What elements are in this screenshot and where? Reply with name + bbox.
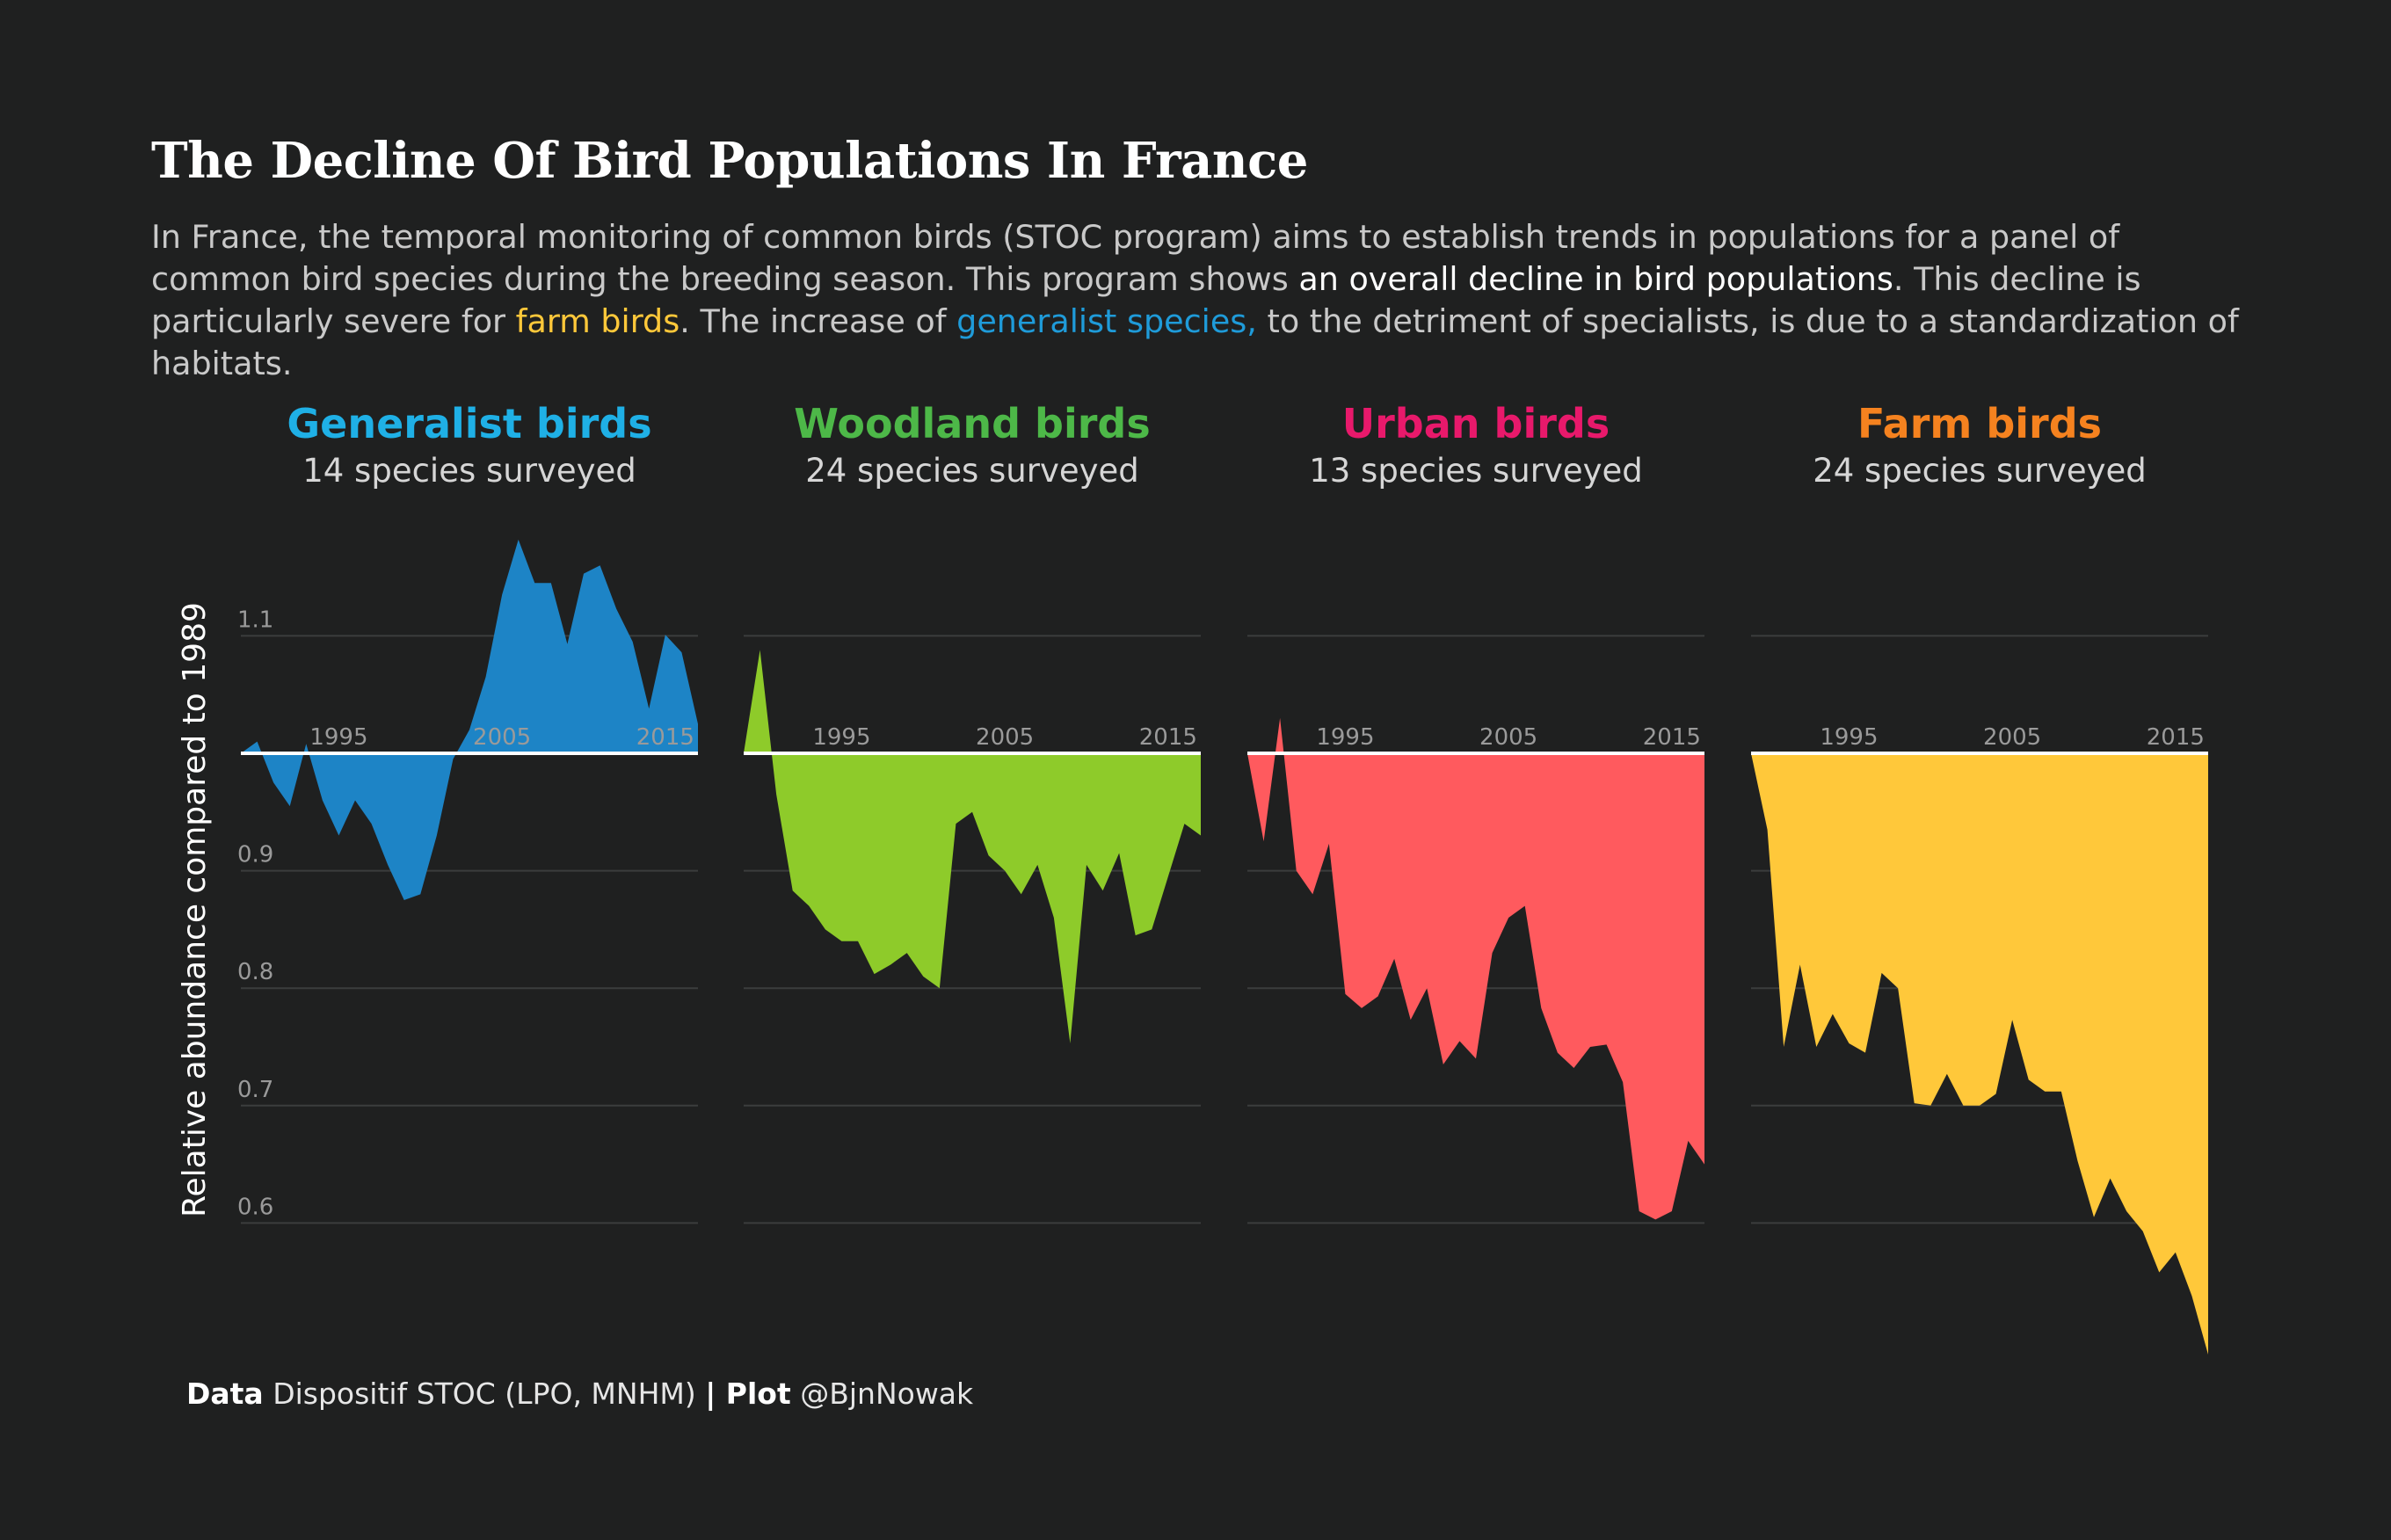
- x-tick-label: 2005: [1983, 724, 2041, 751]
- x-tick-label: 2005: [473, 724, 531, 751]
- x-tick-label: 1995: [812, 724, 870, 751]
- x-tick-label: 1995: [1316, 724, 1374, 751]
- x-tick-label: 2005: [1479, 724, 1537, 751]
- y-tick-label: 0.6: [237, 1194, 273, 1220]
- chart-title: The Decline Of Bird Populations In Franc…: [151, 132, 1308, 190]
- y-tick-label: 0.8: [237, 959, 273, 985]
- x-tick-label: 1995: [1820, 724, 1878, 751]
- caption: Data Dispositif STOC (LPO, MNHM) | Plot …: [186, 1377, 973, 1411]
- x-tick-label: 2015: [636, 724, 694, 751]
- area-generalist-birds: [241, 539, 698, 900]
- area-woodland-birds: [744, 650, 1201, 1043]
- caption-data-label: Data: [186, 1377, 264, 1411]
- panel-species-count: 24 species surveyed: [805, 452, 1139, 490]
- subtitle-text-1: In France, the temporal monitoring of co…: [151, 218, 2120, 298]
- subtitle-text-2: . This decline is particularly severe fo…: [151, 260, 2141, 340]
- y-tick-label: 1.1: [237, 607, 273, 633]
- subtitle-highlight-generalist: generalist species,: [956, 302, 1257, 340]
- subtitle-highlight-decline: an overall decline in bird populations: [1298, 260, 1893, 298]
- caption-data-text: Dispositif STOC (LPO, MNHM): [263, 1377, 706, 1411]
- x-tick-label: 2015: [1643, 724, 1701, 751]
- caption-separator: |: [705, 1377, 716, 1411]
- panel-species-count: 24 species surveyed: [1813, 452, 2147, 490]
- subtitle-text-4: to the detriment of specialists, is due …: [151, 302, 2239, 382]
- x-tick-label: 2015: [2147, 724, 2205, 751]
- panel-title: Urban birds: [1342, 400, 1610, 447]
- x-tick-label: 2015: [1139, 724, 1197, 751]
- x-tick-label: 1995: [309, 724, 367, 751]
- area-farm-birds: [1751, 753, 2208, 1355]
- subtitle-text-3: . The increase of: [680, 302, 957, 340]
- panel-title: Generalist birds: [287, 400, 651, 447]
- y-tick-label: 0.7: [237, 1077, 273, 1103]
- caption-plot-label: Plot: [716, 1377, 791, 1411]
- area-urban-birds: [1247, 717, 1704, 1220]
- panel-title: Woodland birds: [794, 400, 1150, 447]
- x-tick-label: 2005: [976, 724, 1034, 751]
- subtitle-highlight-farm: farm birds: [515, 302, 680, 340]
- y-tick-label: 0.9: [237, 842, 273, 868]
- panel-species-count: 13 species surveyed: [1309, 452, 1643, 490]
- panel-species-count: 14 species surveyed: [302, 452, 636, 490]
- chart-subtitle: In France, the temporal monitoring of co…: [151, 216, 2261, 385]
- caption-plot-text: @BjnNowak: [790, 1377, 974, 1411]
- panel-title: Farm birds: [1857, 400, 2102, 447]
- y-axis-label: Relative abundance compared to 1989: [177, 602, 213, 1217]
